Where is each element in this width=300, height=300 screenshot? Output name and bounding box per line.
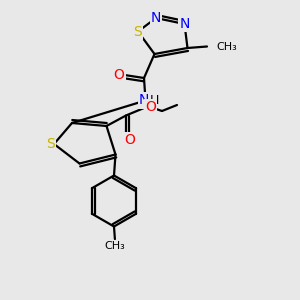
- Text: S: S: [46, 137, 55, 151]
- Text: H: H: [150, 94, 159, 107]
- Text: CH₃: CH₃: [217, 41, 237, 52]
- Text: O: O: [114, 68, 124, 82]
- Text: N: N: [179, 17, 190, 31]
- Text: CH₃: CH₃: [104, 241, 125, 251]
- Text: N: N: [151, 11, 161, 25]
- Text: S: S: [134, 25, 142, 38]
- Text: N: N: [139, 94, 149, 107]
- Text: O: O: [124, 134, 135, 147]
- Text: O: O: [146, 100, 156, 114]
